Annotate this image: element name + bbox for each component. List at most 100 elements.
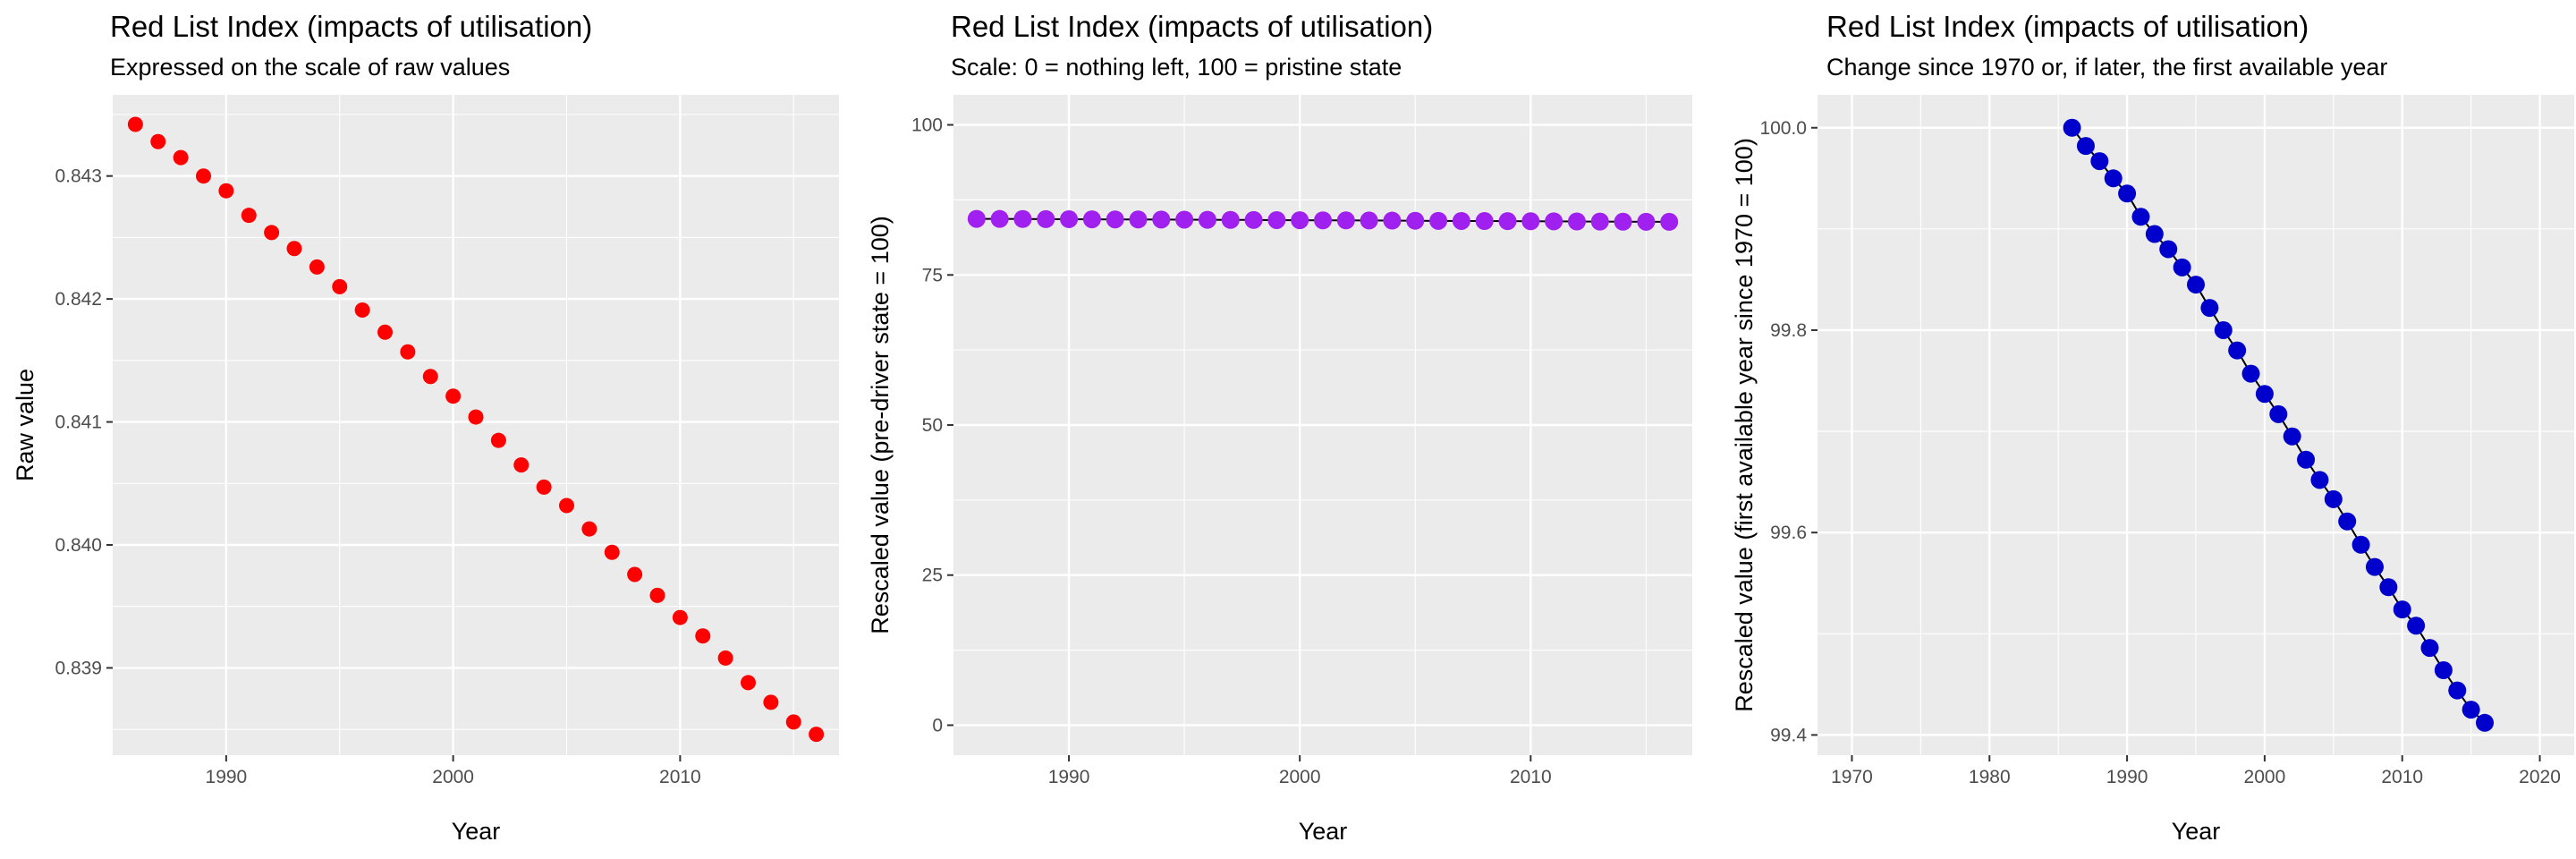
x-axis-title: Year: [2172, 818, 2221, 845]
chart-title: Red List Index (impacts of utilisation): [1826, 10, 2309, 43]
chart-title: Red List Index (impacts of utilisation): [110, 10, 592, 43]
data-point: [1660, 212, 1679, 231]
data-point: [2310, 471, 2329, 489]
data-point: [309, 259, 325, 275]
data-points: [2063, 118, 2495, 732]
data-point: [2063, 118, 2081, 137]
data-point: [1452, 211, 1470, 230]
y-axis-title: Rescaled value (first available year sin…: [1731, 138, 1758, 712]
y-tick-label: 0.839: [55, 658, 102, 678]
data-point: [990, 209, 1009, 228]
data-point: [2159, 240, 2178, 259]
y-tick-label: 99.4: [1770, 725, 1807, 745]
data-point: [967, 209, 986, 228]
y-tick-label: 99.6: [1770, 523, 1807, 543]
y-axis-title: Raw value: [12, 369, 38, 481]
data-point: [422, 369, 438, 385]
y-tick-label: 0: [932, 715, 943, 736]
data-point: [377, 324, 393, 340]
data-point: [559, 498, 574, 514]
data-point: [2283, 427, 2301, 446]
axis-ticks: 1970 1980 1990 2000 2010 2020 99.4 99.6 99.8 100.…: [1759, 118, 2560, 787]
y-tick-label: 99.8: [1770, 320, 1807, 341]
data-point: [741, 675, 756, 691]
data-point: [1383, 211, 1402, 230]
data-point: [785, 714, 801, 730]
y-tick-label: 0.842: [55, 289, 102, 310]
data-point: [627, 566, 643, 583]
data-point: [1521, 212, 1540, 231]
data-point: [218, 183, 234, 199]
x-tick-label: 1990: [206, 767, 248, 787]
data-point: [649, 587, 665, 603]
x-tick-label: 1990: [2106, 767, 2148, 787]
data-point: [1267, 210, 1286, 229]
data-point: [2393, 600, 2411, 619]
data-point: [196, 168, 211, 184]
y-tick-label: 100: [911, 115, 943, 136]
data-point: [536, 479, 552, 495]
y-tick-label: 0.843: [55, 166, 102, 187]
data-point: [2434, 660, 2453, 679]
data-point: [2379, 578, 2398, 597]
data-point: [1336, 211, 1355, 230]
x-tick-label: 2000: [2244, 767, 2286, 787]
data-point: [2145, 225, 2164, 243]
data-point: [2407, 617, 2426, 635]
grid-lines: [953, 95, 1692, 755]
data-point: [1060, 209, 1079, 228]
data-point: [2241, 364, 2260, 383]
y-tick-label: 25: [922, 566, 943, 586]
data-point: [1129, 210, 1148, 229]
data-point: [150, 133, 166, 149]
data-point: [1614, 212, 1632, 231]
x-tick-label: 2010: [659, 767, 701, 787]
data-point: [1475, 212, 1494, 231]
data-point: [1106, 210, 1124, 229]
data-point: [2420, 639, 2439, 658]
data-point: [1244, 210, 1263, 229]
data-point: [1360, 211, 1378, 230]
data-point: [2269, 404, 2288, 423]
grid-lines: [1818, 95, 2574, 755]
data-point: [2187, 276, 2205, 294]
data-point: [695, 628, 711, 644]
data-point: [332, 278, 348, 294]
chart-subtitle: Scale: 0 = nothing left, 100 = pristine …: [951, 54, 1402, 81]
data-points: [967, 209, 1679, 231]
data-point: [400, 344, 416, 360]
data-point: [581, 521, 597, 537]
data-point: [2476, 713, 2495, 732]
data-point: [2118, 184, 2137, 203]
x-tick-label: 2010: [1510, 767, 1552, 787]
data-point: [264, 225, 280, 241]
chart-panel-rescaled-pristine: Red List Index (impacts of utilisation) …: [867, 10, 1692, 845]
data-point: [2200, 299, 2219, 318]
data-point: [1590, 212, 1609, 231]
x-tick-label: 2000: [432, 767, 474, 787]
data-point: [1082, 210, 1101, 229]
data-point: [809, 727, 825, 743]
data-point: [2090, 152, 2109, 171]
data-point: [1221, 210, 1240, 229]
data-point: [1152, 210, 1171, 229]
data-point: [717, 650, 733, 666]
data-point: [763, 694, 779, 710]
x-tick-label: 1990: [1048, 767, 1090, 787]
x-axis-title: Year: [1299, 818, 1348, 845]
data-point: [468, 409, 484, 425]
data-point: [1406, 211, 1425, 230]
data-point: [1567, 212, 1586, 231]
y-axis-title: Rescaled value (pre-driver state = 100): [867, 216, 894, 634]
y-tick-label: 0.840: [55, 535, 102, 556]
data-point: [1314, 211, 1332, 230]
data-point: [2173, 258, 2191, 276]
data-point: [2228, 341, 2247, 360]
y-tick-label: 75: [922, 265, 943, 285]
data-point: [1037, 209, 1055, 228]
data-point: [1291, 211, 1309, 230]
x-axis-title: Year: [452, 818, 501, 845]
data-point: [2104, 169, 2123, 188]
y-tick-label: 50: [922, 415, 943, 436]
data-point: [2255, 385, 2274, 404]
